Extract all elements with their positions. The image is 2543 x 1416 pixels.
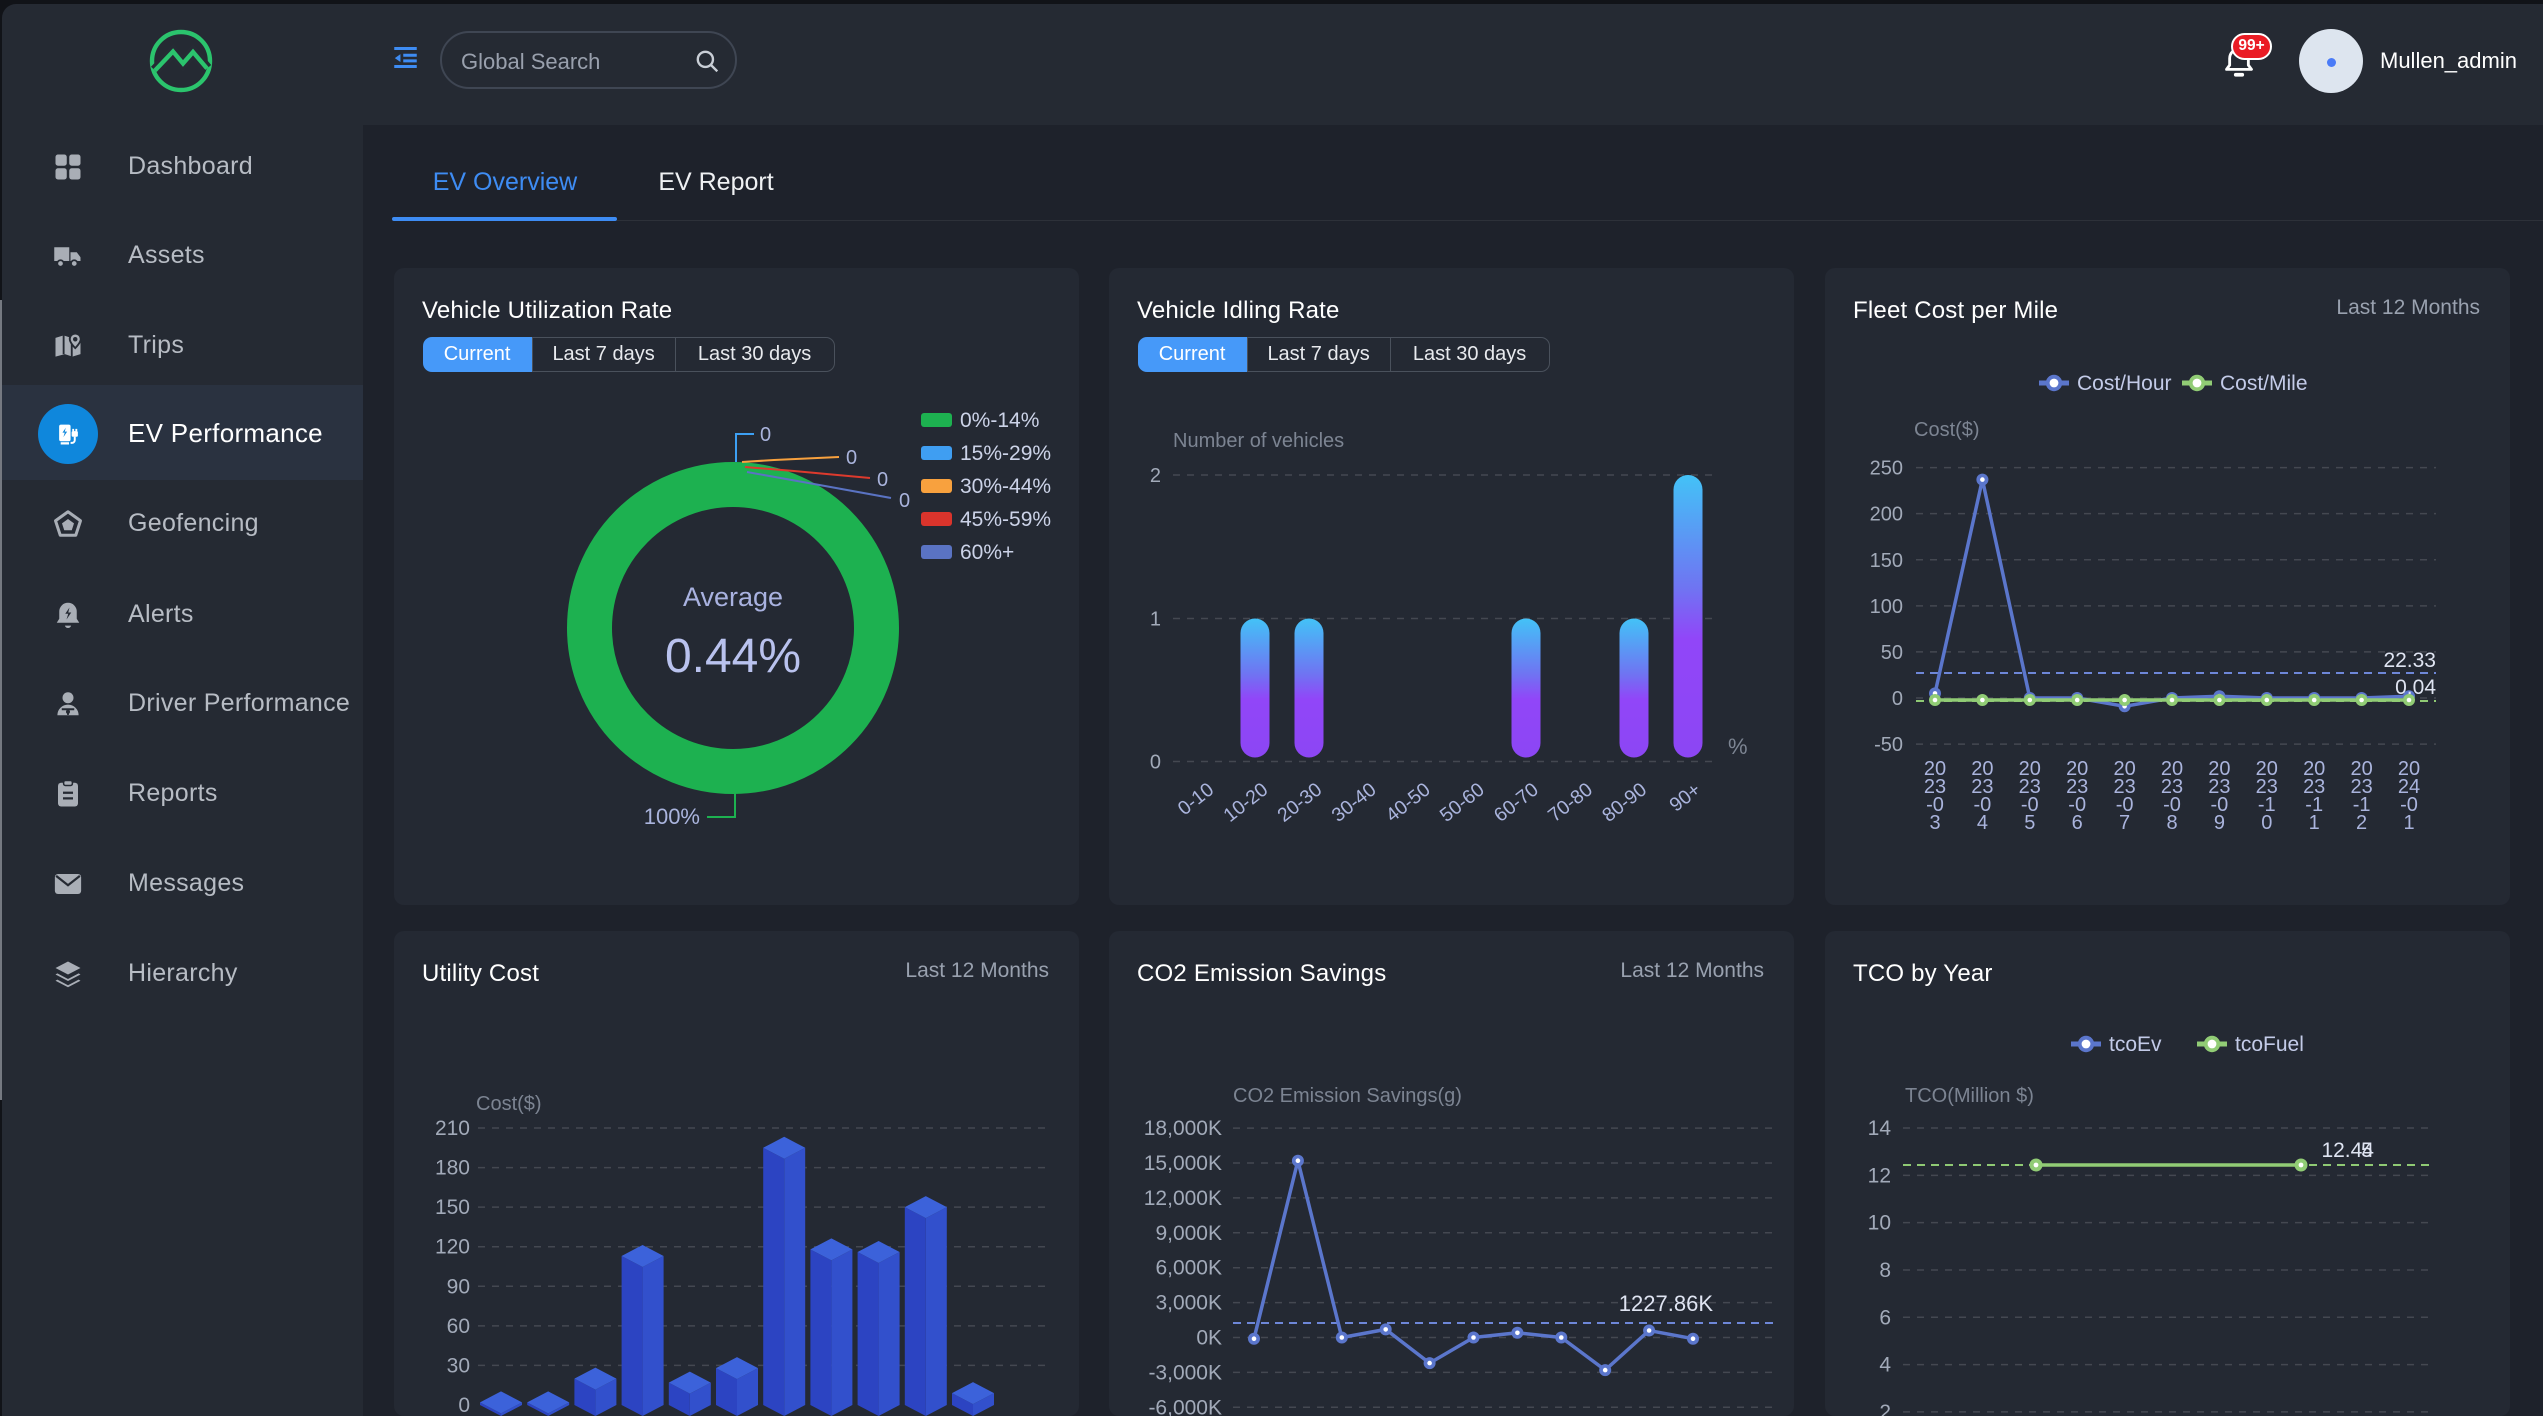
svg-text:8: 8	[1879, 1259, 1891, 1282]
svg-text:Average: Average	[683, 582, 783, 612]
svg-text:%: %	[1728, 734, 1748, 759]
svg-text:12.44: 12.44	[2321, 1139, 2374, 1162]
svg-text:0-10: 0-10	[1174, 779, 1218, 820]
svg-text:90+: 90+	[1665, 779, 1705, 817]
svg-text:1227.86K: 1227.86K	[1619, 1291, 1714, 1316]
svg-text:100%: 100%	[644, 804, 700, 829]
svg-text:tcoEv: tcoEv	[2109, 1033, 2162, 1056]
svg-text:Cost/Hour: Cost/Hour	[2077, 372, 2172, 395]
svg-text:18,000K: 18,000K	[1144, 1117, 1222, 1140]
svg-text:0.04: 0.04	[2395, 676, 2436, 699]
svg-text:-6,000K: -6,000K	[1148, 1396, 1222, 1416]
svg-text:60-70: 60-70	[1490, 779, 1543, 827]
svg-text:22.33: 22.33	[2383, 649, 2436, 672]
svg-text:CO2 Emission Savings(g): CO2 Emission Savings(g)	[1233, 1085, 1462, 1107]
svg-text:180: 180	[435, 1157, 470, 1180]
svg-text:9,000K: 9,000K	[1155, 1222, 1222, 1245]
svg-text:60%+: 60%+	[960, 541, 1014, 564]
svg-text:150: 150	[1870, 550, 1903, 572]
svg-text:0: 0	[899, 490, 910, 512]
svg-text:0%-14%: 0%-14%	[960, 409, 1039, 432]
svg-text:-50: -50	[1874, 734, 1903, 756]
svg-text:12: 12	[1868, 1164, 1891, 1187]
svg-text:70-80: 70-80	[1544, 779, 1597, 827]
svg-text:120: 120	[435, 1236, 470, 1259]
svg-text:0: 0	[877, 469, 888, 491]
svg-text:20-30: 20-30	[1273, 779, 1326, 827]
svg-text:Number of vehicles: Number of vehicles	[1173, 430, 1344, 452]
svg-text:-3,000K: -3,000K	[1148, 1361, 1222, 1384]
svg-text:TCO(Million $): TCO(Million $)	[1905, 1085, 2034, 1107]
svg-text:30-40: 30-40	[1328, 779, 1381, 827]
svg-text:12,000K: 12,000K	[1144, 1187, 1222, 1210]
svg-text:30: 30	[447, 1354, 470, 1377]
svg-text:0K: 0K	[1196, 1327, 1222, 1350]
svg-text:3,000K: 3,000K	[1155, 1292, 1222, 1315]
svg-text:Cost($): Cost($)	[476, 1093, 542, 1115]
svg-text:6,000K: 6,000K	[1155, 1257, 1222, 1280]
svg-text:90: 90	[447, 1275, 470, 1298]
svg-text:15,000K: 15,000K	[1144, 1152, 1222, 1175]
svg-text:Cost($): Cost($)	[1914, 419, 1980, 441]
svg-text:80-90: 80-90	[1598, 779, 1651, 827]
svg-text:250: 250	[1870, 458, 1903, 480]
svg-text:tcoFuel: tcoFuel	[2235, 1033, 2304, 1056]
svg-text:200: 200	[1870, 504, 1903, 526]
svg-text:40-50: 40-50	[1382, 779, 1435, 827]
svg-text:0: 0	[1150, 752, 1161, 774]
svg-text:150: 150	[435, 1196, 470, 1219]
svg-text:50-60: 50-60	[1436, 779, 1489, 827]
svg-text:100: 100	[1870, 596, 1903, 618]
svg-text:1: 1	[1150, 609, 1161, 631]
svg-text:5: 5	[2361, 1139, 2373, 1162]
svg-text:45%-59%: 45%-59%	[960, 508, 1051, 531]
svg-text:10: 10	[1868, 1212, 1891, 1235]
svg-text:0: 0	[458, 1394, 470, 1416]
svg-text:0.44%: 0.44%	[665, 630, 801, 683]
svg-text:10-20: 10-20	[1219, 779, 1272, 827]
svg-text:60: 60	[447, 1315, 470, 1338]
svg-text:210: 210	[435, 1117, 470, 1140]
svg-text:0: 0	[1892, 688, 1903, 710]
svg-text:0: 0	[846, 447, 857, 469]
svg-text:6: 6	[1879, 1306, 1891, 1329]
svg-text:4: 4	[1879, 1354, 1891, 1377]
svg-text:14: 14	[1868, 1117, 1892, 1140]
svg-text:15%-29%: 15%-29%	[960, 442, 1051, 465]
svg-text:50: 50	[1881, 642, 1903, 664]
svg-text:0: 0	[760, 424, 771, 446]
svg-text:2: 2	[1879, 1401, 1891, 1416]
svg-text:2: 2	[1150, 465, 1161, 487]
svg-text:Cost/Mile: Cost/Mile	[2220, 372, 2308, 395]
svg-text:30%-44%: 30%-44%	[960, 475, 1051, 498]
